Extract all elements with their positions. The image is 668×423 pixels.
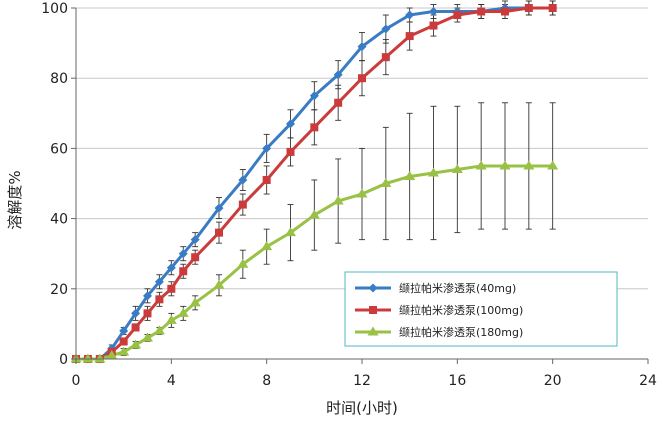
axes: 0 20 40 60 80 100 0 4 8 12 16 20 24 bbox=[41, 1, 657, 389]
data-point bbox=[189, 297, 201, 307]
data-point bbox=[405, 10, 415, 20]
x-tick-label: 4 bbox=[167, 373, 176, 389]
data-point bbox=[285, 227, 296, 237]
data-point bbox=[308, 209, 320, 219]
data-point bbox=[178, 249, 188, 259]
data-point bbox=[475, 160, 487, 170]
y-tick-label: 20 bbox=[50, 282, 68, 298]
y-tick-label: 40 bbox=[50, 212, 68, 228]
data-point bbox=[155, 295, 164, 304]
legend-label-3: 缬拉帕米渗透泵(180mg) bbox=[399, 325, 523, 339]
data-point bbox=[547, 160, 559, 170]
data-point bbox=[381, 53, 390, 62]
data-point bbox=[548, 4, 557, 12]
y-tick-label: 100 bbox=[41, 1, 68, 17]
y-axis-label: 溶解度% bbox=[6, 170, 24, 229]
data-point bbox=[131, 323, 140, 332]
data-point bbox=[94, 353, 106, 363]
data-point bbox=[309, 91, 319, 101]
y-tick-label: 80 bbox=[50, 71, 68, 87]
data-point bbox=[262, 175, 271, 184]
data-point bbox=[262, 143, 272, 153]
data-point bbox=[429, 7, 438, 17]
x-tick-label: 24 bbox=[639, 373, 657, 389]
data-point bbox=[131, 308, 141, 318]
legend-label-2: 缬拉帕米渗透泵(100mg) bbox=[399, 303, 523, 317]
data-point bbox=[143, 309, 152, 318]
data-point bbox=[501, 7, 509, 16]
data-point bbox=[358, 74, 366, 83]
data-point bbox=[118, 346, 130, 356]
data-point bbox=[177, 307, 189, 317]
data-point bbox=[367, 326, 379, 336]
data-point bbox=[428, 167, 439, 177]
data-point bbox=[523, 160, 535, 170]
data-point bbox=[143, 291, 152, 301]
data-point bbox=[119, 326, 129, 336]
data-point bbox=[153, 325, 165, 335]
data-point bbox=[429, 21, 438, 30]
data-point bbox=[524, 4, 533, 12]
data-point bbox=[310, 123, 319, 132]
data-point bbox=[119, 337, 128, 346]
data-point bbox=[286, 119, 295, 129]
x-axis-label: 时间(小时) bbox=[326, 399, 398, 417]
x-tick-label: 8 bbox=[262, 373, 271, 389]
data-point bbox=[334, 98, 343, 107]
data-point bbox=[238, 175, 248, 185]
data-point bbox=[130, 339, 142, 349]
data-point bbox=[215, 228, 223, 237]
data-point bbox=[357, 42, 367, 52]
data-point bbox=[453, 11, 462, 20]
data-point bbox=[213, 279, 225, 289]
data-point bbox=[404, 170, 416, 180]
data-point bbox=[332, 195, 344, 205]
data-point bbox=[380, 178, 392, 187]
data-point bbox=[499, 160, 511, 170]
data-point bbox=[238, 200, 247, 209]
data-point bbox=[214, 203, 224, 213]
y-tick-label: 60 bbox=[50, 141, 68, 157]
y-tick-label: 0 bbox=[59, 352, 68, 368]
x-tick-label: 0 bbox=[72, 373, 81, 389]
data-point bbox=[154, 277, 164, 287]
legend: 缬拉帕米渗透泵(40mg) 缬拉帕米渗透泵(100mg) 缬拉帕米渗透泵(180mg… bbox=[344, 271, 618, 347]
data-point bbox=[191, 253, 200, 262]
x-tick-label: 20 bbox=[544, 373, 562, 389]
data-point bbox=[82, 353, 94, 363]
data-point bbox=[167, 284, 176, 293]
data-point bbox=[477, 7, 486, 16]
data-point bbox=[237, 258, 249, 268]
data-point bbox=[190, 235, 200, 245]
data-point bbox=[286, 147, 295, 156]
data-point bbox=[142, 332, 153, 342]
data-point bbox=[369, 306, 377, 314]
legend-label-1: 缬拉帕米渗透泵(40mg) bbox=[399, 281, 516, 295]
data-point bbox=[333, 70, 343, 80]
data-point bbox=[165, 314, 177, 324]
data-point bbox=[451, 163, 463, 173]
data-point bbox=[368, 283, 378, 293]
data-point bbox=[381, 24, 391, 34]
x-tick-label: 12 bbox=[353, 373, 371, 389]
data-point bbox=[356, 188, 368, 198]
x-tick-label: 16 bbox=[448, 373, 466, 389]
data-point bbox=[106, 349, 118, 359]
data-point bbox=[166, 263, 176, 273]
data-point bbox=[405, 32, 414, 41]
data-point bbox=[179, 267, 188, 276]
series-markers bbox=[70, 3, 559, 364]
data-point bbox=[261, 241, 273, 251]
